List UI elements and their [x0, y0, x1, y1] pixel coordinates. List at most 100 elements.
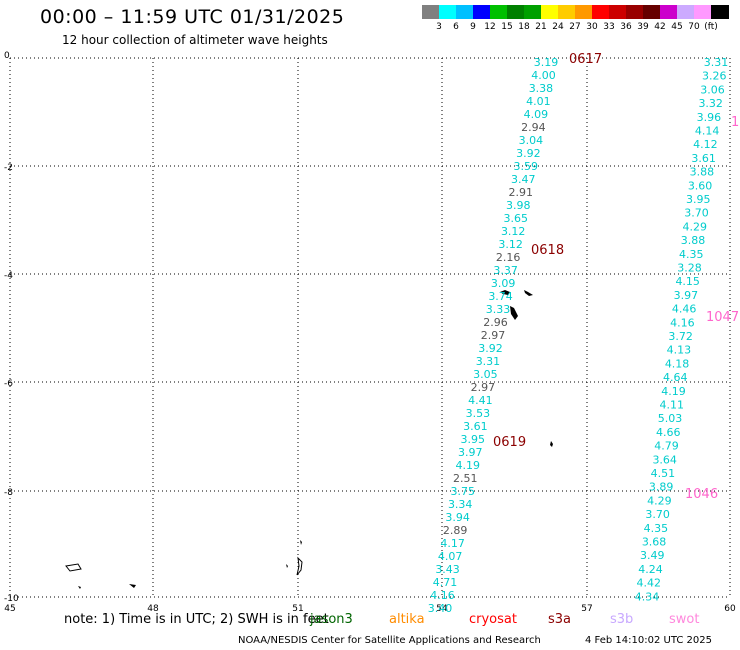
altimeter-tracks: 3.194.003.384.014.092.943.043.923.593.47…	[428, 56, 729, 615]
wave-height-label: 4.15	[675, 275, 700, 288]
wave-height-label: 4.34	[635, 590, 660, 603]
wave-height-label: 4.51	[651, 467, 676, 480]
wave-height-label: 3.19	[534, 56, 559, 69]
wave-height-label: 3.05	[473, 368, 498, 381]
color-scale-label: 36	[620, 22, 632, 32]
color-swatch	[694, 5, 712, 19]
wave-height-label: 4.11	[660, 399, 685, 412]
lat-tick-label: -8	[4, 488, 13, 498]
wave-height-label: 2.96	[483, 316, 508, 329]
color-swatch	[490, 5, 508, 19]
color-scale-label: 18	[518, 22, 530, 32]
color-scale-unit: (ft)	[704, 22, 718, 32]
wave-height-label: 2.16	[496, 251, 521, 264]
wave-height-label: 4.16	[430, 589, 455, 602]
color-swatch	[677, 5, 695, 19]
color-scale-label: 9	[470, 22, 476, 32]
wave-height-label: 3.89	[649, 481, 674, 494]
island-shape	[65, 563, 82, 572]
footnote: note: 1) Time is in UTC; 2) SWH is in fe…	[64, 612, 329, 627]
wave-height-label: 3.53	[466, 407, 491, 420]
wave-height-label: 3.94	[445, 511, 470, 524]
lat-tick-label: -2	[4, 163, 13, 173]
lon-tick-label: 48	[147, 604, 159, 614]
wave-height-label: 3.06	[700, 83, 725, 96]
wave-height-label: 3.59	[514, 160, 539, 173]
footer-timestamp: 4 Feb 14:10:02 UTC 2025	[585, 635, 712, 646]
wave-height-label: 3.92	[478, 342, 503, 355]
wave-height-label: 3.64	[652, 453, 677, 466]
color-scale-label: 21	[535, 22, 547, 32]
island-shape	[300, 540, 302, 545]
wave-height-label: 3.61	[463, 420, 488, 433]
wave-height-label: 4.14	[695, 125, 720, 138]
wave-height-label: 2.97	[481, 329, 506, 342]
wave-height-label: 3.38	[529, 82, 554, 95]
island-shape	[78, 586, 81, 589]
color-scale-label: 45	[671, 22, 683, 32]
wave-height-label: 3.61	[691, 152, 716, 165]
wave-height-label: 3.26	[702, 70, 727, 83]
lon-tick-label: 45	[4, 604, 15, 614]
pass-time-label: 1	[731, 115, 739, 130]
color-scale-label: 30	[586, 22, 598, 32]
color-scale-label: 27	[569, 22, 581, 32]
pass-time-label: 0617	[569, 52, 602, 67]
wave-height-label: 3.34	[448, 498, 473, 511]
wave-height-label: 3.60	[688, 179, 713, 192]
wave-height-label: 3.75	[450, 485, 475, 498]
wave-height-label: 5.03	[658, 412, 683, 425]
pass-time-labels: 0617 0618 0619 1047 1046 1	[493, 52, 739, 502]
island-shape	[129, 584, 136, 588]
wave-height-label: 4.13	[667, 344, 692, 357]
color-scale-label: 12	[484, 22, 496, 32]
lat-tick-label: -4	[4, 271, 13, 281]
island-shape	[500, 290, 510, 295]
color-swatch	[558, 5, 576, 19]
island-shape	[286, 564, 288, 568]
color-swatch	[711, 5, 729, 19]
wave-height-label: 3.43	[435, 563, 460, 576]
color-swatch	[541, 5, 559, 19]
wave-height-label: 4.29	[647, 494, 672, 507]
wave-height-label: 3.12	[498, 238, 523, 251]
wave-height-label: 4.29	[683, 220, 708, 233]
color-swatch	[575, 5, 593, 19]
wave-height-label: 4.79	[654, 440, 679, 453]
island-shape	[510, 306, 518, 320]
wave-height-label: 3.92	[516, 147, 541, 160]
pass-time-label: 1046	[685, 487, 718, 502]
lat-tick-label: -10	[4, 594, 19, 604]
color-swatch	[524, 5, 542, 19]
wave-height-label: 4.46	[672, 303, 697, 316]
color-swatch	[592, 5, 610, 19]
color-swatch	[609, 5, 627, 19]
wave-height-label: 4.19	[661, 385, 686, 398]
wave-height-label: 3.47	[511, 173, 536, 186]
island-shape	[296, 556, 303, 576]
wave-height-label: 3.70	[684, 207, 709, 220]
wave-height-label: 3.98	[506, 199, 531, 212]
wave-height-label: 3.28	[677, 262, 702, 275]
wave-height-label: 3.12	[501, 225, 526, 238]
color-scale-label: 39	[637, 22, 649, 32]
color-scale-label: 33	[603, 22, 615, 32]
color-scale-label: 42	[654, 22, 666, 32]
lon-tick-label: 57	[581, 604, 592, 614]
color-scale-label: 3	[436, 22, 442, 32]
lon-tick-label: 54	[436, 604, 448, 614]
lon-tick-label: 60	[724, 604, 736, 614]
lat-tick-label: 0	[4, 51, 10, 61]
color-scale-label: 6	[453, 22, 459, 32]
satellite-legend-item: jason3	[310, 612, 353, 627]
lon-tick-label: 51	[292, 604, 303, 614]
map-title: 00:00 – 11:59 UTC 01/31/2025	[40, 6, 345, 28]
color-scale-label: 15	[501, 22, 513, 32]
satellite-legend-item: cryosat	[469, 612, 517, 627]
island-shape	[524, 290, 533, 296]
color-swatch	[643, 5, 661, 19]
wave-height-label: 3.72	[668, 330, 693, 343]
color-swatch	[626, 5, 644, 19]
wave-height-label: 3.97	[458, 446, 483, 459]
